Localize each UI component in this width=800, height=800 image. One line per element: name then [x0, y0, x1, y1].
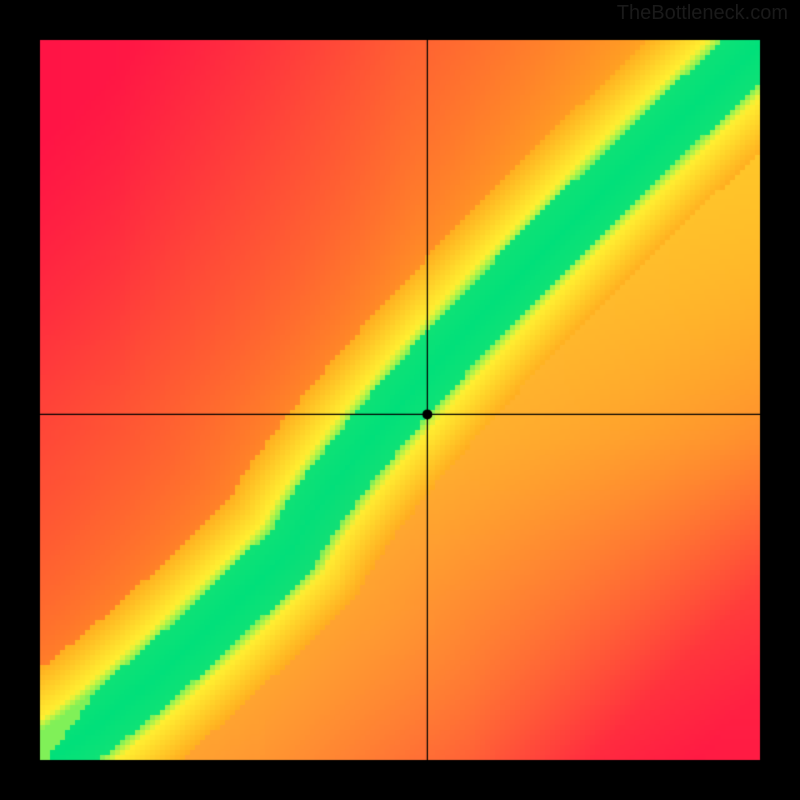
chart-container: TheBottleneck.com — [0, 0, 800, 800]
attribution-text: TheBottleneck.com — [617, 2, 788, 25]
heatmap-canvas — [0, 0, 800, 800]
